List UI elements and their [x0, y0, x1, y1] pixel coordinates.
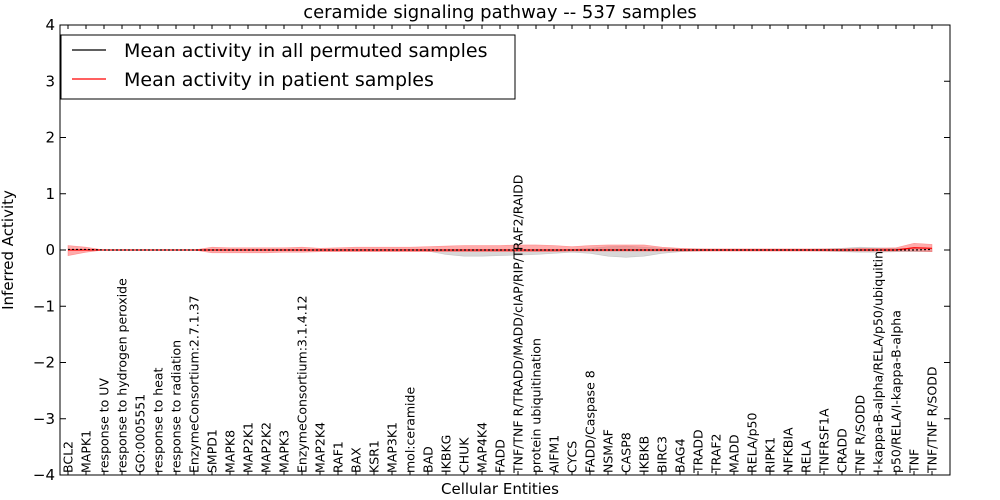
category-label: BAX	[349, 447, 364, 473]
category-labels: BCL2 MAPK1 response to UV response to hydro…	[61, 175, 940, 474]
y-tick-label: −2	[33, 354, 55, 372]
category-label: FADD	[493, 439, 508, 473]
category-label: TNFRSF1A	[817, 408, 832, 474]
category-label: TNF/TNF R/SODD	[925, 367, 940, 474]
category-label: TNF	[907, 449, 922, 474]
category-label: response to UV	[97, 378, 112, 473]
y-tick-label: −3	[33, 410, 55, 428]
category-label: TRADD	[691, 429, 706, 474]
category-label: SMPD1	[205, 429, 220, 473]
category-label: response to radiation	[169, 340, 184, 473]
legend: Mean activity in all permuted samples Me…	[60, 34, 516, 100]
y-tick-label: −1	[33, 297, 55, 315]
series-line-permuted	[68, 248, 933, 251]
category-label: NFKBIA	[781, 427, 796, 473]
category-label: RELA/p50	[745, 413, 760, 473]
y-tick-label: 2	[45, 129, 55, 147]
y-axis-label: Inferred Activity	[0, 190, 17, 310]
category-label: IKBKB	[637, 436, 652, 473]
category-label: I-kappa-B-alpha/RELA/p50/ubiquitin	[871, 251, 886, 473]
category-label: GO:0005551	[133, 394, 148, 473]
category-label: CRADD	[835, 428, 850, 473]
plot-frame	[59, 24, 951, 476]
x-axis-label: Cellular Entities	[441, 480, 559, 498]
category-label: BAD	[421, 446, 436, 473]
y-tick-label: 3	[45, 72, 55, 90]
legend-label-patient: Mean activity in patient samples	[124, 69, 434, 91]
category-label: response to heat	[151, 367, 166, 473]
category-label: KSR1	[367, 440, 382, 473]
y-tick-label: 1	[45, 185, 55, 203]
category-label: mol:ceramide	[403, 387, 418, 473]
ticks-layer: −4 −3 −2 −1 0 1 2 3 4	[33, 16, 950, 484]
y-tick-label: 0	[45, 241, 55, 259]
lines-layer	[68, 247, 933, 251]
category-label: RIPK1	[763, 437, 778, 473]
category-label: CASP8	[619, 432, 634, 473]
chart-title: ceramide signaling pathway -- 537 sample…	[303, 2, 697, 23]
category-label: MAPK8	[223, 430, 238, 473]
y-tick-label: −4	[33, 466, 55, 484]
category-label: TNF/TNF R/TRADD/MADD/cIAP/RIP/TRAF2/RAID…	[511, 175, 526, 474]
category-label: response to hydrogen peroxide	[115, 278, 130, 473]
category-label: CHUK	[457, 437, 472, 473]
category-label: MADD	[727, 434, 742, 473]
category-label: MAP4K4	[475, 422, 490, 473]
legend-frame	[60, 34, 516, 100]
category-label: NSMAF	[601, 429, 616, 473]
category-label: TRAF2	[709, 433, 724, 474]
category-label: p50/RELA/I-kappa-B-alpha	[889, 310, 904, 473]
category-label: protein ubiquitination	[529, 338, 544, 473]
category-label: EnzymeConsortium:3.1.4.12	[295, 295, 310, 473]
legend-label-permuted: Mean activity in all permuted samples	[124, 40, 487, 62]
category-label: BCL2	[61, 441, 76, 473]
category-label: MAPK1	[79, 430, 94, 473]
category-label: TNF R/SODD	[853, 395, 868, 474]
category-label: RELA	[799, 440, 814, 473]
category-label: BAG4	[673, 438, 688, 473]
category-label: AIFM1	[547, 435, 562, 473]
category-label: MAP2K1	[241, 422, 256, 473]
category-label: MAP3K1	[385, 422, 400, 473]
category-label: IKBKG	[439, 435, 454, 473]
category-label: MAP2K2	[259, 422, 274, 473]
category-label: FADD/Caspase 8	[583, 370, 598, 473]
category-label: RAF1	[331, 441, 346, 473]
category-label: CYCS	[565, 441, 580, 473]
category-label: EnzymeConsortium:2.7.1.37	[187, 295, 202, 473]
y-tick-label: 4	[45, 16, 55, 34]
category-label: BIRC3	[655, 436, 670, 473]
category-label: MAPK3	[277, 430, 292, 473]
category-label: MAP2K4	[313, 422, 328, 473]
